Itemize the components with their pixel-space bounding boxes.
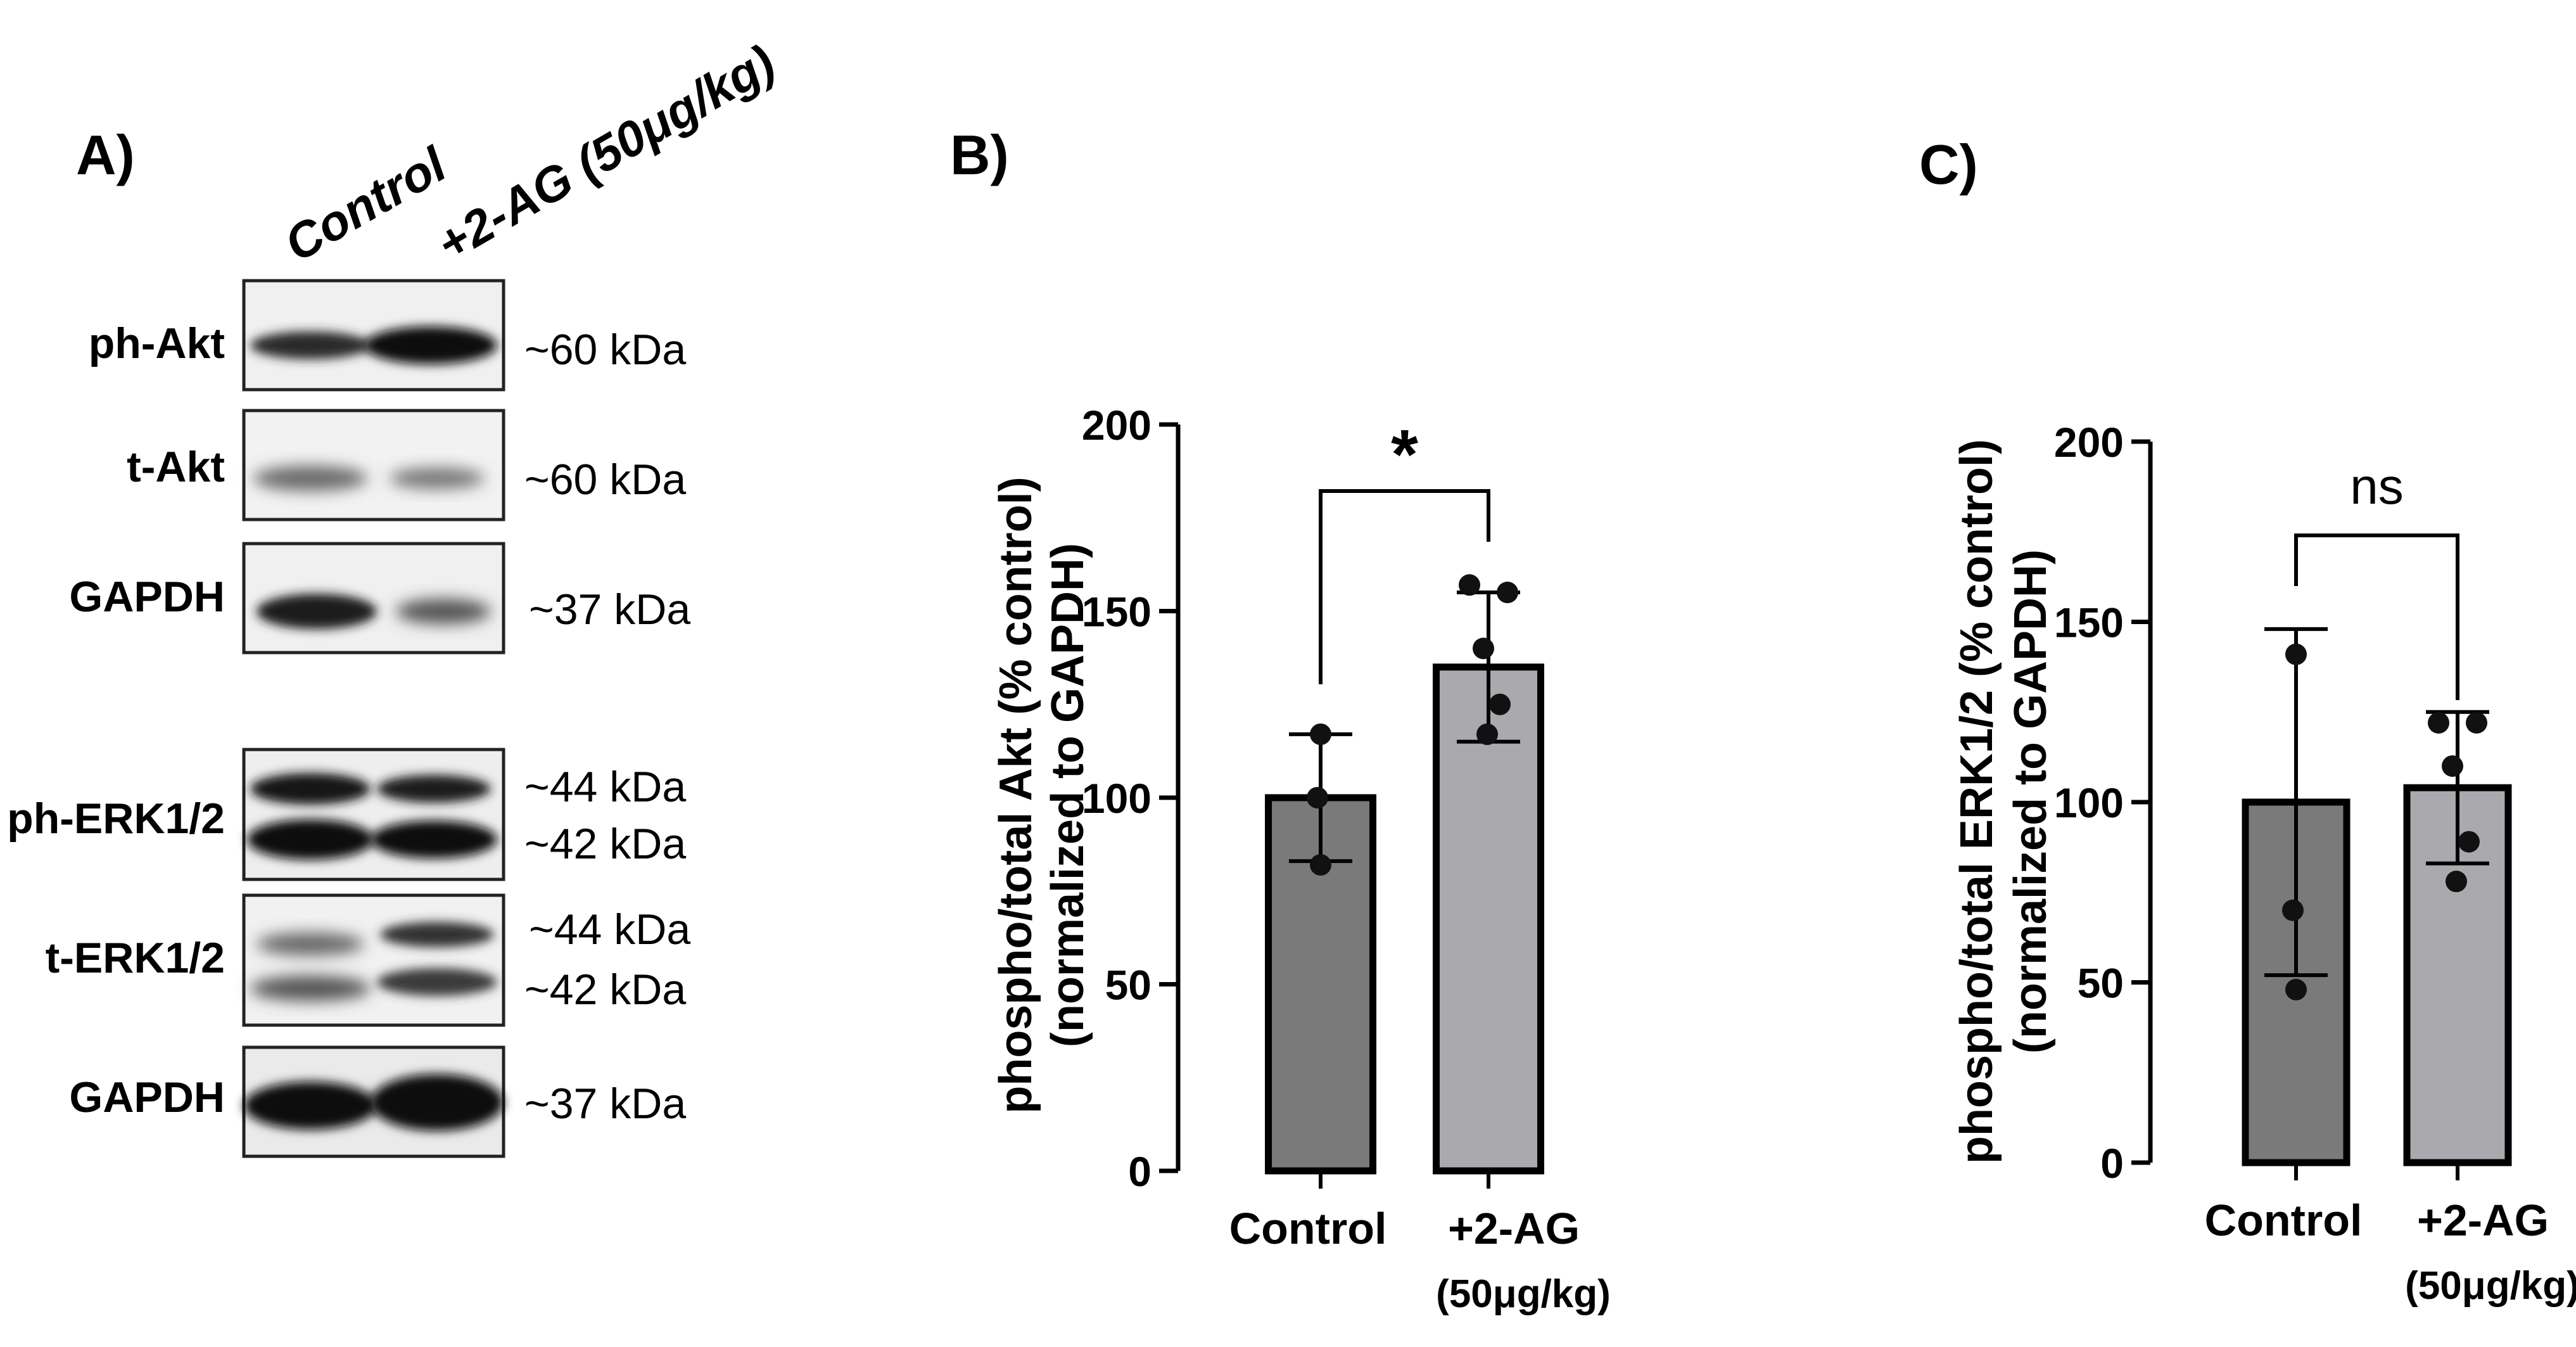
panel-a-label: A) bbox=[76, 124, 135, 186]
row-label-gapdh-1: GAPDH bbox=[69, 573, 225, 621]
data-point bbox=[1497, 582, 1518, 604]
data-point bbox=[1307, 787, 1328, 808]
blot-ph-erk bbox=[242, 748, 505, 881]
x-tick-label: +2-AG bbox=[2417, 1196, 2549, 1245]
kda-label: ~44 kDa bbox=[524, 763, 686, 811]
band bbox=[380, 922, 494, 947]
blot-t-erk bbox=[242, 893, 505, 1027]
y-tick-label: 200 bbox=[1082, 402, 1152, 449]
band bbox=[377, 968, 497, 996]
x-tick-label: +2-AG bbox=[1448, 1204, 1580, 1253]
data-point bbox=[1473, 637, 1494, 660]
data-point bbox=[2282, 899, 2304, 921]
blot-ph-akt bbox=[242, 279, 505, 392]
band bbox=[371, 820, 497, 859]
panel-b-chart: B) 0 50 100 150 200 phospho/total Akt (% cont… bbox=[950, 124, 1611, 1316]
y-tick-label: 100 bbox=[2054, 779, 2124, 826]
kda-label: ~60 kDa bbox=[524, 326, 686, 374]
y-tick-label: 150 bbox=[2054, 599, 2124, 646]
row-label-t-akt: t-Akt bbox=[127, 443, 225, 491]
y-tick-label: 150 bbox=[1082, 589, 1152, 635]
data-point bbox=[1310, 723, 1331, 745]
y-axis-title: phospho/total ERK1/2 (% control) bbox=[1951, 439, 2002, 1164]
band bbox=[390, 468, 485, 489]
significance-label: ns bbox=[2350, 458, 2404, 514]
data-point bbox=[2285, 643, 2307, 665]
band bbox=[244, 1082, 377, 1130]
panel-b-label: B) bbox=[950, 124, 1009, 186]
blot-t-akt bbox=[242, 409, 505, 521]
data-point bbox=[1459, 574, 1480, 596]
y-axis-title: phospho/total Akt (% control) bbox=[991, 476, 1041, 1113]
y-axis-subtitle: (normalized to GAPDH) bbox=[2005, 549, 2056, 1054]
x-tick-sublabel: (50μg/kg) bbox=[2405, 1264, 2576, 1308]
x-tick-label: Control bbox=[1229, 1204, 1387, 1253]
data-point bbox=[1476, 723, 1498, 745]
significance-label: * bbox=[1391, 416, 1418, 494]
data-point bbox=[2428, 712, 2449, 734]
row-label-t-erk: t-ERK1/2 bbox=[46, 934, 225, 982]
data-point bbox=[1310, 854, 1331, 876]
band bbox=[364, 326, 497, 364]
band bbox=[396, 599, 491, 624]
band bbox=[257, 933, 364, 955]
band bbox=[257, 594, 377, 629]
band bbox=[377, 775, 491, 803]
panel-c-label: C) bbox=[1919, 133, 1978, 196]
row-label-gapdh-2: GAPDH bbox=[69, 1073, 225, 1121]
significance-bracket bbox=[2294, 533, 2459, 700]
kda-label: ~60 kDa bbox=[524, 456, 686, 504]
blot-gapdh-1 bbox=[242, 542, 505, 654]
x-tick-sublabel: (50μg/kg) bbox=[1436, 1272, 1611, 1316]
kda-label: ~37 kDa bbox=[524, 1080, 686, 1128]
band bbox=[250, 773, 371, 805]
significance-bracket bbox=[1319, 489, 1490, 684]
row-label-ph-erk: ph-ERK1/2 bbox=[7, 795, 225, 843]
data-point bbox=[2442, 755, 2463, 777]
lane-label-treated: +2-AG (50μg/kg) bbox=[428, 34, 784, 272]
kda-label: ~42 kDa bbox=[524, 966, 686, 1014]
data-point bbox=[1489, 693, 1511, 715]
data-point bbox=[2466, 712, 2487, 734]
panel-a: A) Control +2-AG (50μg/kg) ph-Akt t-Akt … bbox=[7, 34, 784, 1158]
row-label-ph-akt: ph-Akt bbox=[89, 319, 225, 367]
data-point bbox=[2446, 871, 2467, 893]
band bbox=[250, 976, 371, 1001]
band bbox=[371, 1074, 504, 1131]
kda-label: ~37 kDa bbox=[529, 585, 690, 634]
bar-treated bbox=[1433, 663, 1544, 1175]
y-tick-label: 200 bbox=[2054, 419, 2124, 466]
y-tick-label: 0 bbox=[2100, 1140, 2124, 1187]
data-point bbox=[2458, 831, 2480, 853]
kda-label: ~44 kDa bbox=[529, 905, 690, 954]
x-tick-label: Control bbox=[2205, 1196, 2363, 1245]
y-axis-subtitle: (normalized to GAPDH) bbox=[1043, 543, 1093, 1047]
y-tick-label: 0 bbox=[1128, 1148, 1152, 1195]
kda-label: ~42 kDa bbox=[524, 820, 686, 868]
y-tick-label: 50 bbox=[1105, 962, 1152, 1009]
data-point bbox=[2285, 978, 2307, 1000]
y-tick-label: 50 bbox=[2078, 960, 2124, 1007]
y-tick-label: 100 bbox=[1082, 775, 1152, 822]
band bbox=[247, 819, 374, 860]
band bbox=[253, 466, 367, 491]
panel-c-chart: C) 0 50 100 150 200 phospho/total ERK1/2 (% c… bbox=[1919, 133, 2576, 1308]
lane-label-control: Control bbox=[276, 136, 456, 272]
blot-gapdh-2 bbox=[242, 1045, 505, 1158]
band bbox=[250, 331, 371, 359]
